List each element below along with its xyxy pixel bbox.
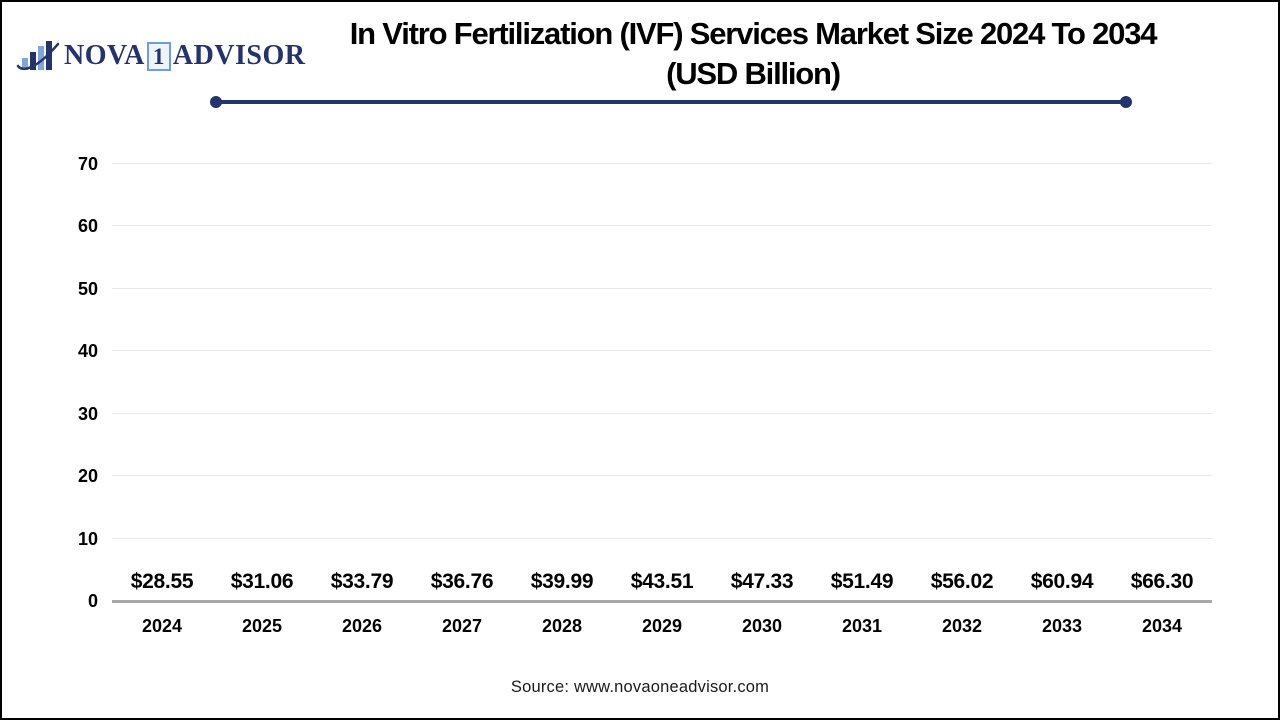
bar-group-2030: $47.33 — [712, 570, 812, 601]
bar-value-label: $66.30 — [1130, 570, 1194, 593]
y-tick-label: 0 — [87, 591, 98, 611]
x-tick-label: 2028 — [541, 616, 583, 636]
bar-group-2031: $51.49 — [812, 570, 912, 601]
brand-name: NOVA 1 ADVISOR — [64, 40, 305, 72]
y-tick-label: 30 — [77, 403, 98, 424]
bar-value-label: $36.76 — [430, 570, 494, 593]
x-tick-label: 2030 — [741, 616, 783, 636]
x-axis-baseline — [112, 600, 1212, 603]
x-tick-label: 2027 — [441, 616, 483, 636]
plot-area: $28.55 $31.06 $33.79 $36.76 $39.99 $43.51 $47.… — [112, 163, 1212, 603]
brand-name-right: ADVISOR — [172, 40, 306, 71]
source-text: Source: www.novaoneadvisor.com — [510, 678, 770, 696]
gridline — [112, 537, 1212, 539]
y-tick-label: 20 — [77, 466, 98, 487]
bar-group-2025: $31.06 — [212, 570, 312, 601]
y-axis-labels: 0 10 20 30 40 50 60 70 — [40, 155, 98, 610]
brand-name-boxed-one: 1 — [146, 41, 171, 71]
gridline — [112, 287, 1212, 289]
bar-value-label: $51.49 — [830, 570, 894, 593]
chart-title: In Vitro Fertilization (IVF) Services Ma… — [284, 14, 1222, 94]
gridline — [112, 412, 1212, 414]
bar-group-2029: $43.51 — [612, 570, 712, 601]
gridline — [112, 163, 1212, 164]
y-tick-label: 10 — [77, 528, 98, 549]
bar-value-label: $39.99 — [530, 570, 594, 593]
gridline — [112, 350, 1212, 352]
bar-value-label: $33.79 — [330, 570, 394, 593]
x-tick-label: 2025 — [241, 616, 283, 636]
brand-name-left: NOVA — [64, 40, 145, 71]
bar-value-label: $43.51 — [630, 570, 694, 593]
x-tick-label: 2033 — [1041, 616, 1083, 636]
y-tick-label: 60 — [77, 216, 98, 237]
bars-row: $28.55 $31.06 $33.79 $36.76 $39.99 $43.51 $47.… — [112, 164, 1212, 601]
bar-group-2026: $33.79 — [312, 570, 412, 601]
y-tick-label: 40 — [77, 341, 98, 362]
bar-group-2024: $28.55 — [112, 570, 212, 601]
x-axis-labels: 2024 2025 2026 2027 2028 2029 2030 2031 2032 2033… — [112, 616, 1212, 637]
bar-value-label: $31.06 — [230, 570, 294, 593]
title-underline — [210, 96, 1132, 108]
bar-group-2034: $66.30 — [1112, 570, 1212, 601]
chart-title-line2: (USD Billion) — [666, 56, 841, 91]
bar-value-label: $28.55 — [130, 570, 194, 593]
brand-logo: NOVA 1 ADVISOR — [16, 36, 305, 76]
x-tick-label: 2024 — [141, 616, 183, 636]
underline-line — [215, 100, 1127, 104]
bar-group-2027: $36.76 — [412, 570, 512, 601]
x-tick-label: 2032 — [941, 616, 983, 636]
bar-group-2033: $60.94 — [1012, 570, 1112, 601]
bar-value-label: $56.02 — [930, 570, 994, 593]
bar-chart-swoosh-icon — [16, 41, 60, 70]
x-tick-label: 2026 — [341, 616, 383, 636]
bar-value-label: $47.33 — [730, 570, 794, 593]
bar-group-2028: $39.99 — [512, 570, 612, 601]
y-tick-label: 50 — [77, 278, 98, 299]
bar-value-label: $60.94 — [1030, 570, 1094, 593]
gridline — [112, 225, 1212, 227]
x-tick-label: 2031 — [841, 616, 883, 636]
x-tick-label: 2029 — [641, 616, 683, 636]
x-tick-label: 2034 — [1141, 616, 1183, 636]
y-tick-label: 70 — [77, 154, 98, 174]
gridline — [112, 475, 1212, 477]
chart-title-line1: In Vitro Fertilization (IVF) Services Ma… — [349, 16, 1158, 51]
bar-group-2032: $56.02 — [912, 570, 1012, 601]
underline-right-dot — [1120, 96, 1132, 108]
